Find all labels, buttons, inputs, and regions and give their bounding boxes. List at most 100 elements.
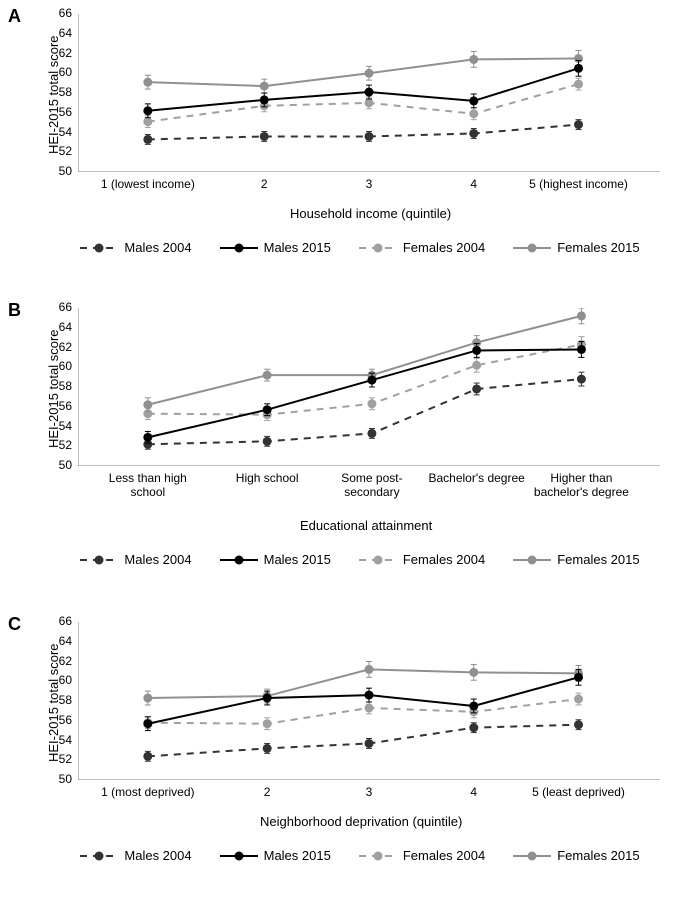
legend-label: Males 2004: [124, 240, 191, 255]
legend-label: Females 2015: [557, 552, 639, 567]
x-tick-label: 4: [414, 786, 534, 800]
series-marker-females-2004: [365, 98, 374, 107]
series-marker-females-2004: [472, 361, 481, 370]
y-tick-label: 66: [48, 300, 72, 314]
legend-item-males-2004: Males 2004: [80, 848, 191, 863]
y-tick-label: 54: [48, 125, 72, 139]
y-tick-label: 62: [48, 46, 72, 60]
series-marker-males-2015: [472, 346, 481, 355]
legend-item-females-2004: Females 2004: [359, 552, 485, 567]
legend: Males 2004Males 2015Females 2004Females …: [60, 240, 660, 255]
series-marker-males-2004: [469, 723, 478, 732]
legend-label: Males 2004: [124, 848, 191, 863]
series-line-females-2004: [148, 699, 579, 724]
x-tick-label: 4: [414, 178, 534, 192]
panel-label: C: [8, 614, 21, 635]
series-line-males-2015: [148, 349, 582, 437]
series-marker-females-2015: [577, 311, 586, 320]
legend-swatch: [220, 242, 258, 254]
legend-swatch: [359, 242, 397, 254]
series-marker-males-2004: [472, 384, 481, 393]
x-tick-label: 3: [309, 786, 429, 800]
legend-label: Females 2004: [403, 848, 485, 863]
legend-item-females-2015: Females 2015: [513, 240, 639, 255]
legend-label: Males 2015: [264, 240, 331, 255]
panel-C: CHEI-2015 total scoreNeighborhood depriv…: [0, 614, 686, 924]
y-tick-label: 54: [48, 419, 72, 433]
series-marker-males-2004: [469, 129, 478, 138]
legend-swatch: [220, 554, 258, 566]
y-tick-label: 60: [48, 359, 72, 373]
series-marker-males-2015: [365, 691, 374, 700]
series-marker-males-2015: [143, 106, 152, 115]
series-line-females-2015: [148, 58, 579, 86]
legend-swatch: [513, 850, 551, 862]
x-tick-label: 1 (lowest income): [88, 178, 208, 192]
series-marker-females-2004: [469, 109, 478, 118]
series-line-males-2004: [148, 725, 579, 757]
series-marker-males-2015: [469, 701, 478, 710]
series-marker-males-2004: [260, 132, 269, 141]
series-marker-males-2015: [263, 694, 272, 703]
legend-swatch: [359, 850, 397, 862]
x-tick-label: Less than high school: [88, 472, 208, 500]
chart-svg: [78, 308, 660, 466]
chart-svg: [78, 14, 660, 172]
legend-label: Males 2004: [124, 552, 191, 567]
series-marker-females-2015: [469, 55, 478, 64]
panel-B: BHEI-2015 total scoreEducational attainm…: [0, 300, 686, 610]
series-marker-males-2004: [365, 132, 374, 141]
legend-swatch: [80, 554, 118, 566]
x-axis-label: Household income (quintile): [290, 206, 451, 221]
y-tick-label: 62: [48, 654, 72, 668]
legend-item-females-2015: Females 2015: [513, 552, 639, 567]
series-marker-males-2004: [263, 437, 272, 446]
series-marker-males-2004: [367, 429, 376, 438]
x-tick-label: 5 (highest income): [519, 178, 639, 192]
x-tick-label: Bachelor's degree: [417, 472, 537, 486]
y-tick-label: 52: [48, 438, 72, 452]
series-line-females-2015: [148, 669, 579, 698]
x-tick-label: 2: [204, 178, 324, 192]
y-tick-label: 56: [48, 105, 72, 119]
y-tick-label: 50: [48, 772, 72, 786]
legend-label: Males 2015: [264, 552, 331, 567]
legend-item-females-2004: Females 2004: [359, 848, 485, 863]
legend: Males 2004 Males 2015 Females 2004 Females …: [60, 552, 660, 567]
panel-A: AHEI-2015 total scoreHousehold income (q…: [0, 6, 686, 316]
series-marker-males-2004: [143, 135, 152, 144]
series-marker-females-2004: [574, 695, 583, 704]
legend-swatch: [513, 554, 551, 566]
legend-item-males-2015: Males 2015: [220, 240, 331, 255]
series-marker-males-2004: [263, 744, 272, 753]
x-tick-label: Higher than bachelor's degree: [521, 472, 641, 500]
panel-label: A: [8, 6, 21, 27]
y-tick-label: 52: [48, 144, 72, 158]
y-tick-label: 50: [48, 164, 72, 178]
legend-swatch: [359, 554, 397, 566]
y-tick-label: 50: [48, 458, 72, 472]
series-marker-males-2015: [574, 64, 583, 73]
series-marker-males-2004: [365, 739, 374, 748]
series-line-females-2015: [148, 316, 582, 405]
series-marker-males-2015: [367, 376, 376, 385]
series-marker-females-2015: [365, 665, 374, 674]
series-marker-females-2015: [469, 668, 478, 677]
x-axis-label: Educational attainment: [300, 518, 432, 533]
legend-label: Females 2015: [557, 848, 639, 863]
legend-swatch: [513, 242, 551, 254]
y-tick-label: 54: [48, 733, 72, 747]
legend-item-males-2015: Males 2015: [220, 848, 331, 863]
series-marker-females-2004: [574, 80, 583, 89]
legend-swatch: [220, 850, 258, 862]
y-tick-label: 64: [48, 26, 72, 40]
x-tick-label: Some post- secondary: [312, 472, 432, 500]
y-tick-label: 56: [48, 713, 72, 727]
series-marker-males-2004: [143, 752, 152, 761]
y-tick-label: 66: [48, 614, 72, 628]
series-marker-males-2004: [577, 375, 586, 384]
series-marker-males-2015: [365, 88, 374, 97]
legend-label: Females 2015: [557, 240, 639, 255]
series-line-females-2004: [148, 345, 582, 415]
legend-swatch: [80, 242, 118, 254]
